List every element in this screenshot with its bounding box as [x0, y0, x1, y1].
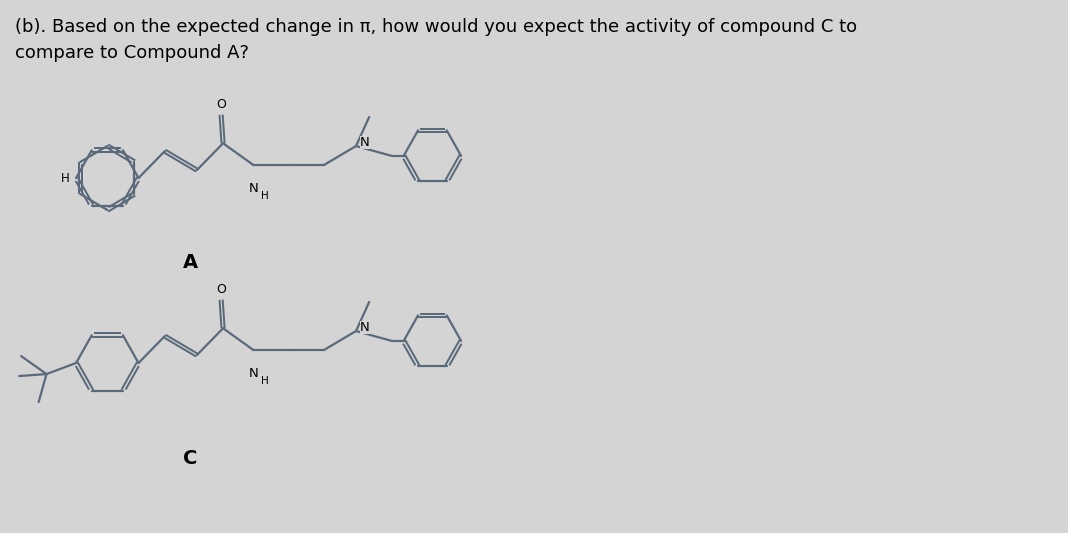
Text: N: N: [360, 320, 370, 334]
Text: H: H: [61, 172, 69, 184]
Text: (b). Based on the expected change in π, how would you expect the activity of com: (b). Based on the expected change in π, …: [15, 18, 857, 62]
Text: N: N: [249, 367, 258, 380]
Text: H: H: [262, 191, 269, 201]
Text: C: C: [183, 448, 198, 467]
Text: O: O: [216, 98, 226, 111]
Text: O: O: [216, 283, 226, 296]
Text: A: A: [183, 254, 198, 272]
Text: N: N: [249, 182, 258, 195]
Text: N: N: [360, 135, 370, 149]
Text: H: H: [262, 376, 269, 386]
